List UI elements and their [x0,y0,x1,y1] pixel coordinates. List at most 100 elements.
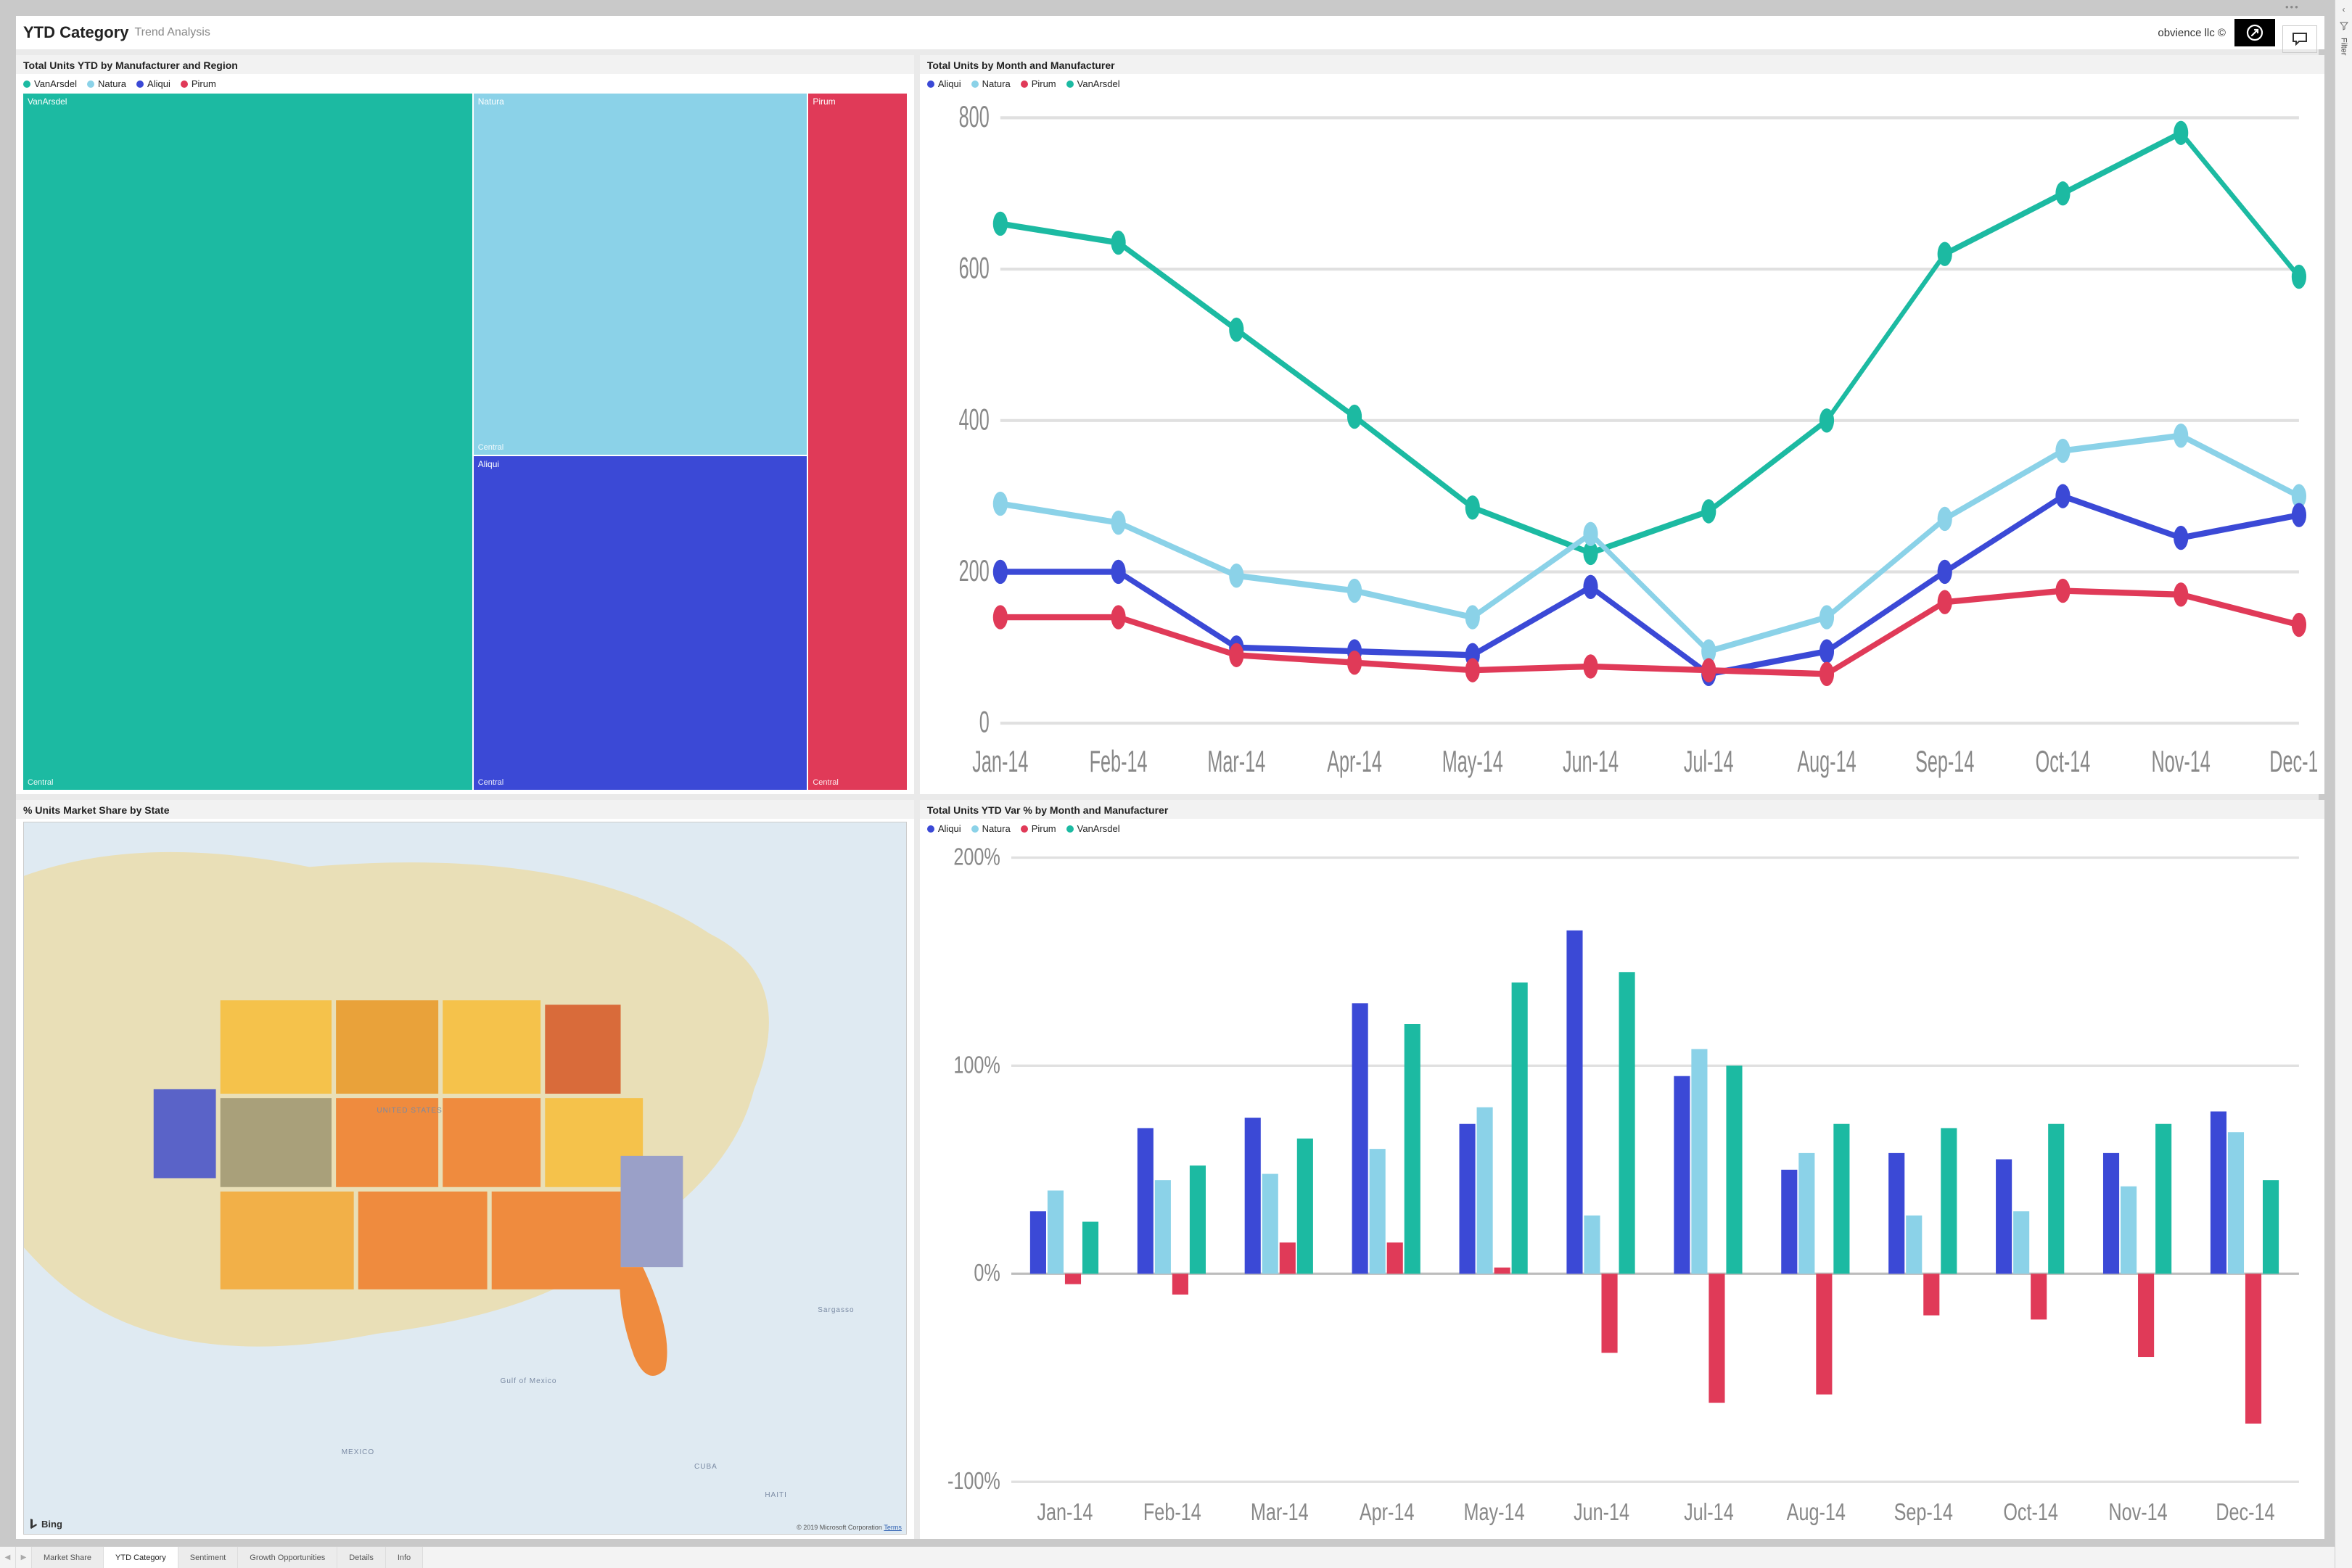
treemap-cell-region: Central [813,778,838,787]
legend-dot-icon [136,81,144,88]
treemap-title: Total Units YTD by Manufacturer and Regi… [16,55,914,74]
page-subtitle: Trend Analysis [134,26,210,39]
legend-item[interactable]: Natura [87,78,126,89]
svg-text:Jun-14: Jun-14 [1563,746,1619,779]
visual-options-icon[interactable]: ••• [2285,1,2300,12]
treemap-plot[interactable]: VanArsdelCentralNaturaCentralAliquiCentr… [23,94,907,790]
page-tab[interactable]: Sentiment [178,1547,239,1568]
legend-label: Natura [98,78,126,89]
svg-text:May-14: May-14 [1442,746,1503,779]
legend-item[interactable]: Natura [971,78,1011,89]
treemap-cell-name: Natura [478,96,504,107]
svg-text:Apr-14: Apr-14 [1360,1499,1415,1526]
copyright-text: obvience llc © [2158,27,2226,39]
legend-dot-icon [1021,81,1028,88]
legend-dot-icon [23,81,30,88]
legend-item[interactable]: Aliqui [927,78,961,89]
comment-button[interactable] [2282,25,2317,53]
line-chart-title: Total Units by Month and Manufacturer [920,55,2324,74]
page-tab[interactable]: Details [337,1547,386,1568]
line-chart-plot[interactable]: 0200400600800Jan-14Feb-14Mar-14Apr-14May… [927,94,2317,790]
map-terms-link[interactable]: Terms [884,1524,902,1531]
legend-item[interactable]: Aliqui [927,823,961,834]
map-mexico-label: MEXICO [342,1448,374,1456]
legend-label: Aliqui [938,823,961,834]
bar-chart-plot[interactable]: -100%0%100%200%Jan-14Feb-14Mar-14Apr-14M… [927,838,2317,1535]
legend-item[interactable]: VanArsdel [23,78,77,89]
page-tab[interactable]: Info [386,1547,423,1568]
legend-item[interactable]: Pirum [1021,78,1056,89]
bing-logo: Bing [28,1518,62,1530]
legend-label: Aliqui [938,78,961,89]
svg-text:-100%: -100% [947,1468,1000,1495]
legend-item[interactable]: Natura [971,823,1011,834]
treemap-cell-region: Central [28,778,53,787]
svg-text:Sep-14: Sep-14 [1893,1499,1952,1526]
svg-text:Dec-14: Dec-14 [2216,1499,2274,1526]
map-attribution: © 2019 Microsoft Corporation Terms [797,1524,902,1531]
legend-dot-icon [1021,825,1028,833]
legend-dot-icon [181,81,188,88]
filter-pane-label: Filter [2340,38,2348,55]
map-title: % Units Market Share by State [16,800,914,819]
treemap-visual[interactable]: Total Units YTD by Manufacturer and Regi… [16,55,914,794]
legend-label: Pirum [1032,78,1056,89]
svg-text:Jan-14: Jan-14 [1037,1499,1093,1526]
legend-dot-icon [927,81,934,88]
svg-text:Oct-14: Oct-14 [2035,746,2090,779]
svg-text:Aug-14: Aug-14 [1787,1499,1846,1526]
map-visual[interactable]: % Units Market Share by State [16,800,914,1539]
map-plot[interactable]: UNITED STATES Gulf of Mexico MEXICO CUBA… [23,822,907,1535]
svg-text:Mar-14: Mar-14 [1207,746,1265,779]
legend-dot-icon [1066,81,1074,88]
legend-item[interactable]: VanArsdel [1066,78,1120,89]
treemap-cell-name: Aliqui [478,459,499,469]
map-gulf-label: Gulf of Mexico [501,1377,557,1385]
treemap-cell-name: VanArsdel [28,96,67,107]
legend-label: Natura [982,78,1011,89]
legend-item[interactable]: Aliqui [136,78,170,89]
treemap-cell[interactable]: Pirum Central [808,94,907,790]
legend-item[interactable]: Pirum [181,78,216,89]
svg-text:May-14: May-14 [1463,1499,1524,1526]
map-haiti-label: HAITI [765,1491,787,1499]
legend-item[interactable]: Pirum [1021,823,1056,834]
treemap-cell[interactable]: AliquiCentral [474,456,807,790]
legend-dot-icon [1066,825,1074,833]
svg-text:Jul-14: Jul-14 [1684,1499,1734,1526]
page-tab[interactable]: Market Share [32,1547,104,1568]
legend-label: Natura [982,823,1011,834]
legend-dot-icon [927,825,934,833]
svg-text:200: 200 [959,555,990,588]
line-chart-legend: Aliqui Natura Pirum VanArsdel [927,77,2317,94]
svg-text:Oct-14: Oct-14 [2003,1499,2058,1526]
svg-text:Nov-14: Nov-14 [2108,1499,2167,1526]
tab-nav-next[interactable]: ▶ [16,1547,32,1568]
treemap-cell[interactable]: VanArsdel Central [23,94,472,790]
svg-text:0: 0 [979,706,990,739]
svg-text:Aug-14: Aug-14 [1797,746,1856,779]
filter-pane-collapsed[interactable]: ‹ Filter [2335,0,2352,1568]
svg-text:Jul-14: Jul-14 [1684,746,1734,779]
line-chart-visual[interactable]: Total Units by Month and Manufacturer Al… [920,55,2324,794]
legend-label: Pirum [192,78,216,89]
svg-text:0%: 0% [974,1260,1000,1287]
svg-text:Nov-14: Nov-14 [2151,746,2210,779]
legend-label: VanArsdel [1077,823,1120,834]
legend-label: Pirum [1032,823,1056,834]
map-country-label: UNITED STATES [377,1107,442,1115]
map-cuba-label: CUBA [694,1463,717,1471]
legend-item[interactable]: VanArsdel [1066,823,1120,834]
legend-label: VanArsdel [34,78,77,89]
page-title: YTD Category [23,23,128,42]
tab-nav-prev[interactable]: ◀ [0,1547,16,1568]
bar-chart-legend: Aliqui Natura Pirum VanArsdel [927,822,2317,838]
page-tab[interactable]: YTD Category [104,1547,178,1568]
treemap-cell-name: Pirum [813,96,835,107]
page-tab[interactable]: Growth Opportunities [238,1547,337,1568]
bar-chart-visual[interactable]: Total Units YTD Var % by Month and Manuf… [920,800,2324,1539]
svg-text:600: 600 [959,252,990,285]
legend-label: Aliqui [147,78,170,89]
treemap-cell[interactable]: NaturaCentral [474,94,807,455]
svg-text:Jun-14: Jun-14 [1574,1499,1629,1526]
